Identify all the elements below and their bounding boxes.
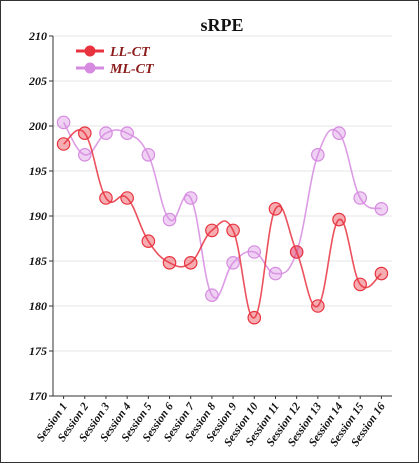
data-point-ml-ct <box>311 148 325 162</box>
legend-label: ML-CT <box>109 62 155 77</box>
data-point-ll-ct <box>289 245 304 259</box>
data-point-ll-ct <box>268 202 283 216</box>
data-point-ml-ct <box>268 266 283 281</box>
legend-item-ll-ct: LL-CT <box>76 45 151 60</box>
data-point-ml-ct <box>332 126 346 140</box>
data-point-ll-ct <box>99 191 113 205</box>
data-point-ll-ct <box>77 126 92 140</box>
y-tick-labels: 170 175 180 185 190 195 200 205 210 <box>28 29 47 403</box>
data-point-ml-ct <box>226 255 240 270</box>
data-point-ml-ct <box>141 148 156 162</box>
data-point-ml-ct <box>374 202 389 216</box>
y-tick-label: 195 <box>29 164 47 178</box>
y-tick-label: 210 <box>28 29 47 43</box>
data-point-ml-ct <box>99 126 113 140</box>
data-point-ll-ct <box>162 255 177 270</box>
data-point-ml-ct <box>77 148 92 162</box>
data-point-ml-ct <box>56 115 71 130</box>
data-point-ml-ct <box>162 212 177 227</box>
y-tick-label: 190 <box>29 209 47 223</box>
data-point-ll-ct <box>56 137 71 151</box>
data-point-ll-ct <box>374 266 389 281</box>
data-point-ll-ct <box>141 234 156 248</box>
series-ml-ct <box>56 115 389 302</box>
legend-marker <box>84 45 96 57</box>
data-point-ll-ct <box>247 310 262 325</box>
y-tick-label: 170 <box>29 389 47 403</box>
y-tick-label: 185 <box>29 254 47 268</box>
legend-marker <box>84 62 96 74</box>
legend: LL-CT ML-CT <box>76 45 155 77</box>
series-line-ml-ct <box>62 121 382 299</box>
data-point-ll-ct <box>205 223 219 238</box>
series-line-ll-ct <box>63 129 382 319</box>
data-point-ll-ct <box>311 299 325 313</box>
data-point-ml-ct <box>353 191 368 205</box>
data-point-ll-ct <box>353 277 368 292</box>
data-point-ll-ct <box>332 212 346 227</box>
data-point-ml-ct <box>205 288 219 302</box>
data-point-ml-ct <box>247 245 262 259</box>
chart-title: sRPE <box>200 15 243 35</box>
legend-item-ml-ct: ML-CT <box>76 62 155 77</box>
series-group <box>56 115 389 325</box>
data-point-ml-ct <box>120 126 134 140</box>
data-point-ml-ct <box>183 191 198 205</box>
data-point-ll-ct <box>120 191 134 205</box>
series-ll-ct <box>56 126 389 325</box>
y-tick-label: 175 <box>29 344 47 358</box>
data-point-ll-ct <box>226 223 240 238</box>
y-tick-label: 180 <box>29 299 47 313</box>
axes <box>49 35 392 399</box>
legend-label: LL-CT <box>109 45 151 60</box>
y-tick-label: 205 <box>28 74 47 88</box>
y-tick-label: 200 <box>28 119 47 133</box>
data-point-ll-ct <box>183 255 198 270</box>
grid-lines <box>53 35 392 352</box>
